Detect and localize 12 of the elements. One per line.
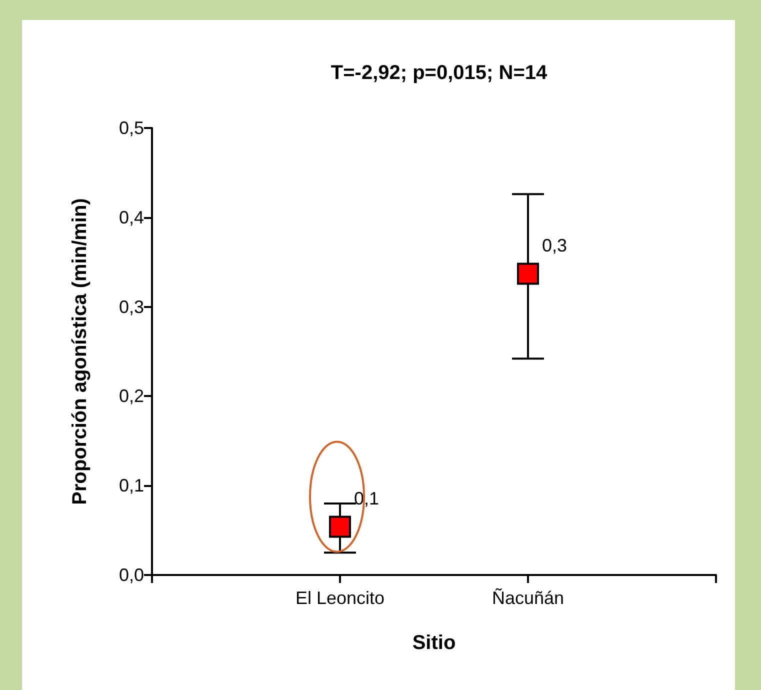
y-axis-title: Proporción agonística (min/min) bbox=[69, 198, 91, 505]
x-tick-label: Ñacuñán bbox=[492, 588, 564, 608]
y-tick-label: 0,5 bbox=[118, 118, 144, 138]
y-tick-label: 0,3 bbox=[118, 296, 144, 317]
x-axis-title: Sitio bbox=[412, 632, 456, 654]
y-tick-label: 0,4 bbox=[118, 207, 144, 228]
x-tick-label: El Leoncito bbox=[295, 588, 385, 608]
y-tick-label: 0,2 bbox=[118, 386, 144, 406]
y-tick-label: 0,0 bbox=[118, 565, 144, 585]
chart-title: T=-2,92; p=0,015; N=14 bbox=[330, 62, 548, 84]
data-label: 0,3 bbox=[542, 236, 568, 256]
y-tick-label: 0,1 bbox=[118, 476, 144, 496]
